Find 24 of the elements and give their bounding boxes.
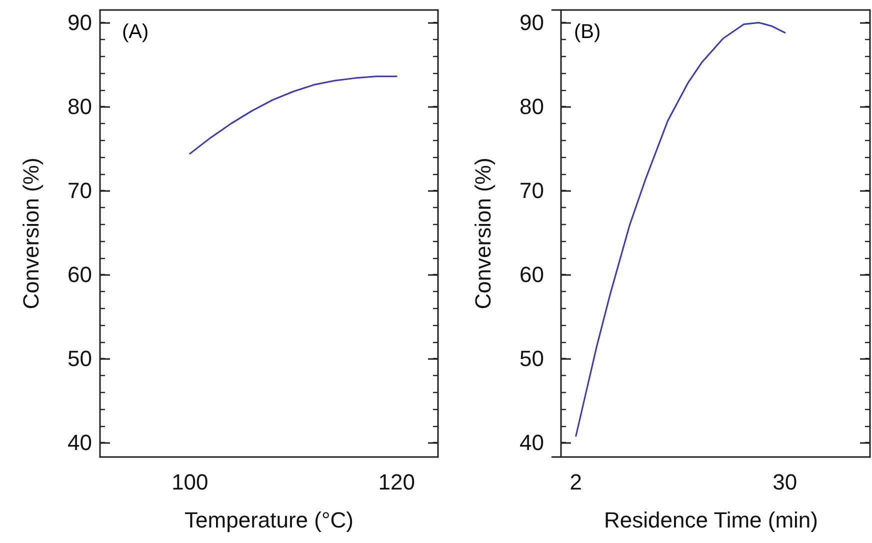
y-tick-label: 80 [520,94,544,120]
y-tick-label: 90 [68,10,92,36]
line-series [189,76,398,154]
x-axis-title: Temperature (°C) [184,508,354,532]
y-tick-label: 70 [520,178,544,204]
x-axis-title: Residence Time (min) [604,508,818,532]
annotation: (B) [574,21,601,43]
y-tick-label: 70 [68,178,92,204]
y-axis-title: Conversion (%) [470,158,496,310]
y-tick-label: 80 [68,94,92,120]
y-tick-label: 50 [520,346,544,372]
x-tick-label: 120 [378,470,416,494]
annotation: (A) [122,21,149,43]
y-tick-label: 40 [68,430,92,456]
x-tick-label: 30 [772,470,798,494]
line-series [575,22,786,437]
y-tick-label: 60 [68,262,92,288]
y-axis-title: Conversion (%) [18,158,44,310]
y-tick-label: 90 [520,10,544,36]
y-tick-label: 60 [520,262,544,288]
y-tick-label: 40 [520,430,544,456]
y-tick-label: 50 [68,346,92,372]
x-tick-label: 100 [172,470,208,494]
x-tick-label: 2 [570,470,582,494]
